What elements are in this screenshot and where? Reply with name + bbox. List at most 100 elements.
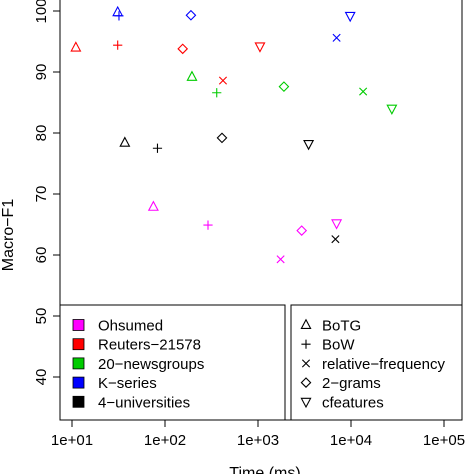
- point-marker: [278, 81, 290, 93]
- point-marker: [303, 139, 315, 151]
- point-marker: [112, 5, 124, 17]
- legend-entry: BoTG: [300, 318, 361, 335]
- data-point: [331, 219, 343, 230]
- y-tick-label: 50: [33, 308, 50, 325]
- data-point: [212, 88, 222, 98]
- data-point: [303, 139, 315, 151]
- legend-label: BoW: [322, 337, 355, 354]
- y-axis: 40 50 60 70 80 90 100: [33, 0, 60, 385]
- point-marker: [186, 70, 198, 81]
- legend-symbol: [300, 397, 312, 409]
- x-tick-label: 1e+05: [423, 432, 465, 449]
- data-point: [119, 136, 131, 147]
- data-point: [386, 104, 398, 115]
- point-marker: [147, 200, 159, 211]
- legend-swatch: [72, 319, 85, 331]
- point-marker: [344, 11, 356, 23]
- point-marker: [119, 136, 131, 147]
- point-marker: [152, 143, 163, 153]
- point-marker: [203, 220, 213, 230]
- y-tick-label: 90: [33, 64, 50, 81]
- legend-datasets: Ohsumed Reuters−21578 20−newsgroups K−serie…: [59, 304, 286, 421]
- legend-datasets-box: [59, 304, 286, 421]
- data-point: [70, 41, 82, 52]
- legend-label: BoTG: [322, 318, 361, 335]
- data-point: [218, 76, 228, 85]
- legend-swatch: [72, 338, 85, 351]
- point-marker: [386, 104, 398, 115]
- legend-entry: relative−frequency: [301, 356, 445, 373]
- data-point: [344, 11, 356, 23]
- data-point: [112, 5, 124, 17]
- legend-swatch: [72, 395, 85, 408]
- data-point: [186, 70, 198, 81]
- legend-label: 20−newsgroups: [98, 356, 204, 373]
- data-point: [185, 9, 197, 21]
- data-point: [331, 235, 340, 244]
- point-marker: [113, 40, 123, 50]
- point-marker: [218, 76, 228, 85]
- data-point: [152, 143, 163, 153]
- x-tick-label: 1e+03: [237, 432, 279, 449]
- point-marker: [254, 42, 266, 53]
- legend-label: 4−universities: [98, 394, 190, 411]
- data-point: [276, 255, 285, 264]
- legend-entry: cfeatures: [300, 394, 384, 411]
- y-tick-label: 80: [33, 125, 50, 142]
- y-tick-label: 100: [33, 0, 50, 24]
- legend-label: K−series: [98, 375, 157, 392]
- y-tick-label: 70: [33, 186, 50, 203]
- x-tick-label: 1e+01: [51, 432, 93, 449]
- legend-methods-box: [290, 304, 463, 421]
- point-marker: [359, 87, 368, 96]
- point-marker: [332, 33, 341, 42]
- data-point: [296, 225, 308, 236]
- legend-label: cfeatures: [322, 394, 384, 411]
- legend-entry: BoW: [301, 337, 355, 354]
- x-axis-label: Time (ms): [229, 465, 300, 474]
- legend-symbol: [301, 359, 311, 368]
- point-marker: [331, 235, 340, 244]
- legend-entry: Ohsumed: [72, 318, 163, 335]
- legend-label: 2−grams: [322, 375, 381, 392]
- point-marker: [216, 132, 228, 144]
- x-tick-label: 1e+04: [330, 432, 372, 449]
- data-point: [332, 33, 341, 42]
- point-marker: [185, 9, 197, 21]
- point-marker: [331, 219, 343, 230]
- legend-entry: K−series: [72, 375, 157, 392]
- legend-entry: 4−universities: [72, 394, 190, 411]
- legend-label: Reuters−21578: [98, 337, 201, 354]
- legend-methods: BoTG BoW relative−frequency 2−grams cfeature…: [290, 304, 463, 421]
- data-point: [216, 132, 228, 144]
- data-point: [203, 220, 213, 230]
- point-marker: [212, 88, 222, 98]
- legend-entry: 2−grams: [300, 375, 381, 392]
- legend-symbol: [301, 339, 311, 349]
- legend-symbol: [300, 377, 312, 388]
- y-tick-label: 40: [33, 369, 50, 386]
- x-tick-label: 1e+02: [144, 432, 186, 449]
- legend-swatch: [72, 376, 85, 389]
- point-marker: [276, 255, 285, 264]
- legend-label: Ohsumed: [98, 318, 163, 335]
- data-point: [147, 200, 159, 211]
- legend-entry: Reuters−21578: [72, 337, 201, 354]
- point-marker: [70, 41, 82, 52]
- data-point: [114, 11, 124, 21]
- y-tick-label: 60: [33, 247, 50, 264]
- data-point: [359, 87, 368, 96]
- point-marker: [296, 225, 308, 236]
- point-marker: [177, 43, 189, 55]
- legend-entry: 20−newsgroups: [72, 356, 204, 373]
- legend-label: relative−frequency: [322, 356, 445, 373]
- data-point: [278, 81, 290, 93]
- data-point: [113, 40, 123, 50]
- legend-swatch: [72, 357, 85, 370]
- y-axis-label: Macro−F1: [0, 199, 17, 272]
- x-axis: 1e+01 1e+02 1e+03 1e+04 1e+05: [51, 420, 465, 449]
- point-marker: [114, 11, 124, 21]
- data-point: [254, 42, 266, 53]
- data-point: [177, 43, 189, 55]
